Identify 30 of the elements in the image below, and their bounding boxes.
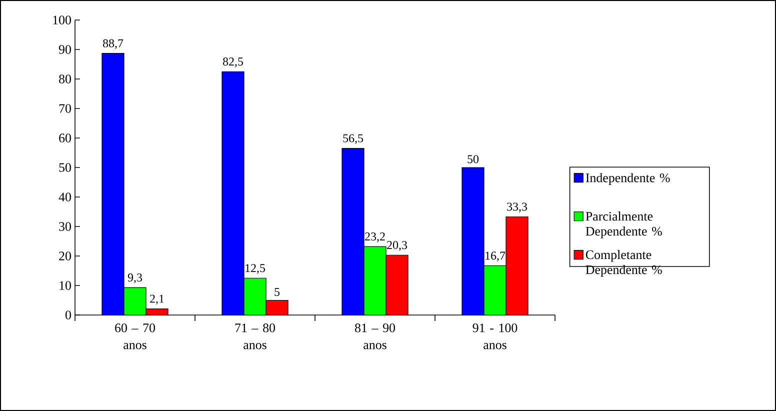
data-label: 12,5 [246, 264, 266, 274]
x-tick-label: 60 – 70 anos [115, 324, 156, 350]
legend-label: Parcialmente Dependente % [586, 212, 662, 238]
y-tick-label: 90 [58, 45, 71, 54]
data-label: 2,1 [150, 294, 164, 305]
y-tick-label: 40 [58, 192, 71, 202]
y-tick-label: 0 [66, 310, 71, 320]
data-label: 82,5 [223, 58, 244, 68]
data-label: 50 [468, 155, 479, 164]
data-label: 23,2 [365, 232, 385, 242]
y-tick-label: 80 [59, 74, 71, 84]
data-label: 9,3 [128, 274, 142, 284]
x-tick-label: 91 - 100 anos [472, 324, 518, 350]
y-tick-label: 20 [59, 252, 71, 260]
y-tick-label: 70 [59, 104, 71, 113]
data-label: 5 [274, 288, 280, 296]
legend-label: Completante Dependente % [586, 250, 662, 277]
x-tick-label: 81 – 90 anos [355, 324, 396, 350]
y-tick-label: 10 [60, 281, 71, 290]
y-tick-label: 60 [59, 134, 71, 142]
data-label: 20,3 [387, 241, 408, 251]
data-label: 33,3 [507, 202, 528, 212]
legend-label: Independente % [586, 173, 670, 185]
data-label: 56,5 [343, 134, 364, 144]
y-tick-label: 50 [59, 163, 71, 172]
y-tick-label: 30 [59, 222, 71, 231]
data-label: 16,7 [486, 252, 506, 262]
y-tick-label: 100 [53, 16, 71, 24]
x-tick-label: 71 – 80 anos [235, 324, 276, 350]
data-label: 88,7 [103, 39, 124, 50]
